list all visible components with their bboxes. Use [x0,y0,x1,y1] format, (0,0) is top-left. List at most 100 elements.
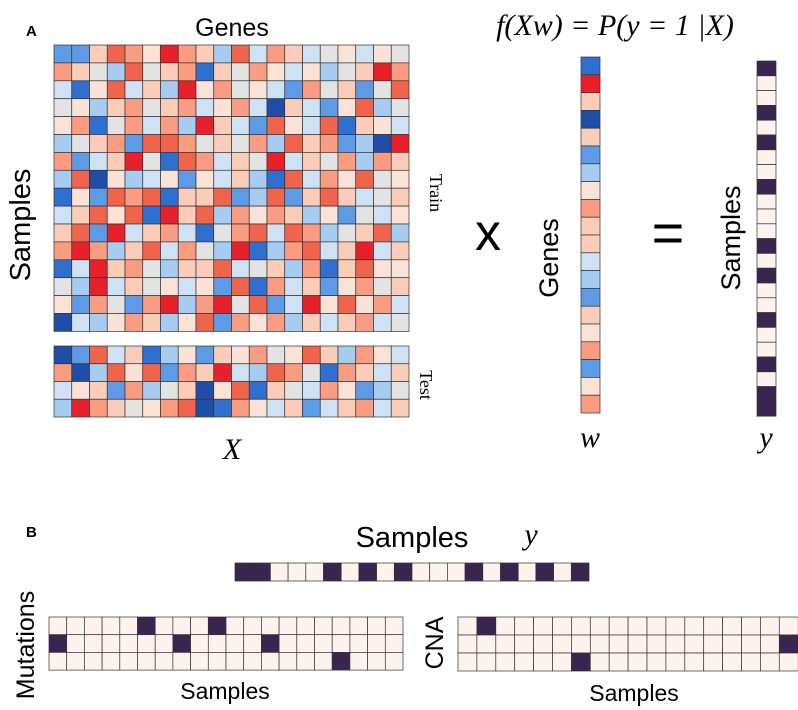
label-cell [756,75,777,91]
mutations-matrix [48,616,404,671]
weight-cell [580,199,601,218]
cna-label: CNA [421,616,449,669]
heatmap-cell [71,313,90,332]
heatmap-cell [266,62,286,82]
heatmap-cell [142,223,161,243]
cna-cell [703,616,723,636]
heatmap-cell [177,44,197,64]
heatmap-cell [248,169,268,189]
heatmap-cell [124,313,144,332]
cna-cell [533,616,553,636]
heatmap-cell [160,313,179,332]
label-cell [756,179,777,195]
heatmap-cell [284,241,303,261]
mutation-cell [119,634,138,653]
mutation-cell [48,634,68,653]
mutation-cell [296,652,315,671]
mutation-cell [101,652,121,671]
equation: f(Xw) = P(y = 1 |X) [496,9,734,42]
heatmap-cell [195,62,215,82]
mutation-cell [349,616,368,636]
heatmap-cell [71,363,90,382]
heatmap-cell [302,205,321,225]
cna-cell [476,634,497,654]
heatmap-cell [89,80,108,100]
heatmap-cell [390,381,410,400]
heatmap-cell [319,223,339,243]
heatmap-cell [53,241,73,261]
mutation-cell [101,616,121,636]
heatmap-cell [355,62,374,82]
mutation-cell [66,616,85,636]
cna-cell [552,616,572,636]
label-cell [535,562,554,582]
heatmap-cell [319,241,339,261]
heatmap-cell [302,98,321,117]
cna-cell [684,634,705,654]
mutation-cell [66,634,85,653]
heatmap-cell [124,398,144,418]
mutation-cell [278,652,298,671]
heatmap-cell [337,62,357,82]
heatmap-cell [89,381,108,400]
heatmap-cell [266,277,286,296]
heatmap-cell [160,187,179,207]
heatmap-cell [319,381,339,400]
mutation-cell [367,634,386,653]
heatmap-cell [160,169,179,189]
heatmap-cell [266,116,286,135]
heatmap-cell [89,398,108,418]
heatmap-cell [302,381,321,400]
heatmap-cell [284,205,303,225]
genes-title: Genes [195,14,269,42]
test-label: Test [416,370,436,400]
heatmap-cell [319,98,339,117]
mutation-cell [384,616,404,636]
cna-cell [665,634,686,654]
heatmap-cell [124,80,144,100]
heatmap-cell [284,398,303,418]
heatmap-cell [319,345,339,365]
heatmap-cell [213,44,232,64]
cna-cell [457,616,478,636]
heatmap-cell [213,313,232,332]
label-cell [376,562,395,582]
heatmap-cell [142,205,161,225]
heatmap-cell [248,134,268,153]
heatmap-cell [71,205,90,225]
mutations-samples-label: Samples [180,678,269,704]
mutation-cell [278,634,298,653]
heatmap-cell [284,134,303,153]
heatmap-cell [160,134,179,153]
cna-cell [760,616,780,636]
heatmap-cell [390,223,410,243]
heatmap-cell [71,134,90,153]
label-cell [252,562,271,582]
heatmap-cell [53,62,73,82]
heatmap-cell [302,259,321,279]
heatmap-cell [337,205,357,225]
heatmap-cell [373,80,392,100]
label-cell [287,562,307,582]
heatmap-cell [390,98,410,117]
heatmap-cell [177,134,197,153]
heatmap-cell [195,116,215,135]
heatmap-cell [355,223,374,243]
heatmap-cell [71,116,90,135]
cna-cell [608,616,629,636]
heatmap-cell [390,313,410,332]
heatmap-cell [195,169,215,189]
label-cell [464,562,484,582]
heatmap-cell [106,259,126,279]
mutation-cell [331,652,351,671]
heatmap-cell [337,259,357,279]
heatmap-cell [373,295,392,314]
heatmap-cell [106,62,126,82]
heatmap-cell [390,134,410,153]
heatmap-cell [142,187,161,207]
heatmap-cell [231,134,250,153]
heatmap-cell [213,381,232,400]
heatmap-cell [248,241,268,261]
heatmap-cell [71,187,90,207]
heatmap-cell [106,345,126,365]
